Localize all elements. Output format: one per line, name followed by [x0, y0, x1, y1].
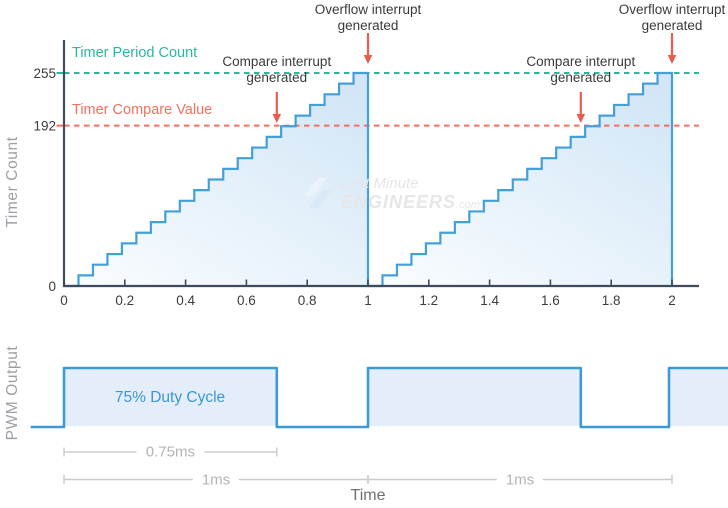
measurement-label-075ms: 0.75ms: [136, 443, 204, 461]
event-arrow-head-icon: [272, 114, 282, 123]
y-axis-title-timer-count: Timer Count: [4, 136, 21, 228]
x-tick-label: 1.8: [602, 293, 621, 308]
timer-period-count-label: Timer Period Count: [72, 45, 198, 61]
annotation-overflow-interrupt-2: Overflow interrupt generated: [619, 2, 726, 34]
x-tick-label: 2: [668, 293, 676, 308]
axes: [62, 40, 699, 288]
annotation-line2: generated: [337, 18, 399, 33]
x-tick-label: 1.4: [480, 293, 499, 308]
x-tick-label: 0: [60, 293, 68, 308]
event-arrow-head-icon: [576, 114, 586, 123]
annotation-line1: Overflow interrupt: [314, 2, 422, 17]
x-tick-label: 0.6: [237, 293, 256, 308]
timer-count-staircase: [368, 71, 674, 288]
x-tick-label: 1: [364, 293, 372, 308]
annotation-line2: generated: [246, 70, 308, 85]
x-tick-label: 1.6: [541, 293, 560, 308]
pwm-wave: [30, 366, 728, 429]
y-tick-label: 192: [33, 118, 56, 133]
measurement-label-1ms-a: 1ms: [192, 471, 240, 488]
pwm-high-fill: [368, 369, 581, 426]
annotation-compare-interrupt-1: Compare interrupt generated: [222, 54, 331, 86]
pwm-high-fill: [64, 369, 277, 426]
annotation-compare-interrupt-2: Compare interrupt generated: [526, 54, 635, 86]
timer-count-staircase: [64, 71, 370, 288]
annotation-line2: generated: [641, 18, 703, 33]
x-tick-label: 0.4: [176, 293, 195, 308]
x-tick-label: 0.2: [115, 293, 134, 308]
event-arrow-head-icon: [667, 55, 677, 64]
annotation-line1: Compare interrupt: [526, 54, 636, 69]
y-axis-title-pwm-output: PWM Output: [4, 345, 21, 441]
annotation-line1: Overflow interrupt: [618, 2, 726, 17]
x-tick-label: 1.2: [419, 293, 438, 308]
pwm-high-fill: [668, 369, 728, 426]
y-tick-label: 255: [33, 66, 56, 81]
duty-cycle-label: 75% Duty Cycle: [114, 389, 226, 406]
x-tick-label: 0.8: [298, 293, 317, 308]
event-arrow-head-icon: [363, 55, 373, 64]
y-tick-label: 0: [48, 279, 56, 294]
x-axis-title-time: Time: [350, 487, 386, 504]
timer-compare-value-label: Timer Compare Value: [72, 102, 213, 118]
measurement-label-1ms-b: 1ms: [496, 471, 544, 488]
annotation-line2: generated: [550, 70, 612, 85]
annotation-overflow-interrupt-1: Overflow interrupt generated: [315, 2, 422, 34]
annotation-line1: Compare interrupt: [222, 54, 332, 69]
